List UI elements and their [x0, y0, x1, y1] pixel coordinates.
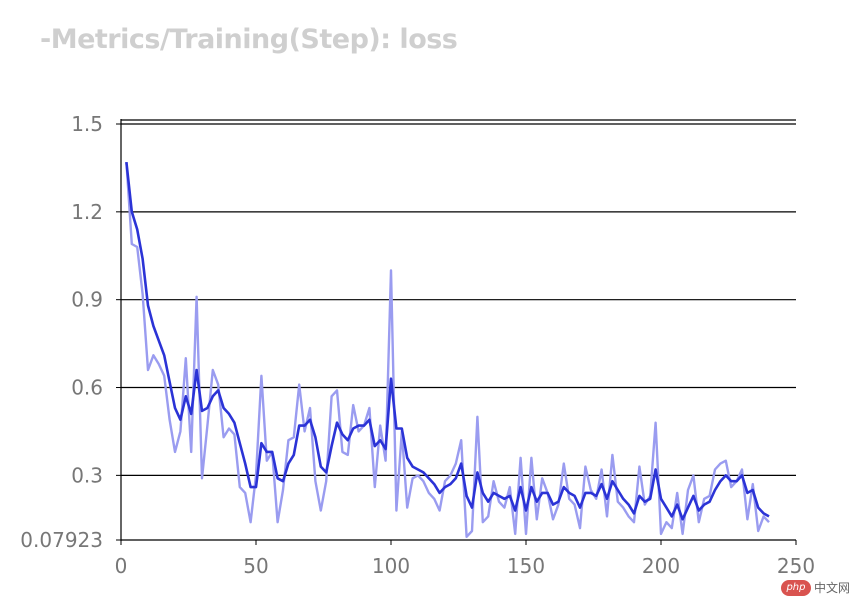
series-lines: [125, 161, 770, 538]
y-tick-label-0: 0.07923: [20, 528, 103, 552]
watermark-text: 中文网: [813, 581, 850, 595]
x-tick-label-2: 100: [372, 554, 410, 578]
x-tick-label-3: 150: [507, 554, 545, 578]
axes: [116, 119, 797, 545]
y-tick-label-4: 1.2: [71, 200, 103, 224]
grid-lines: [121, 119, 796, 476]
raw-loss-line: [125, 162, 770, 538]
chart-title: -Metrics/Training(Step): loss: [40, 24, 458, 55]
site-watermark: php 中文网: [780, 579, 850, 596]
x-tick-label-1: 50: [243, 554, 268, 578]
x-tick-label-4: 200: [642, 554, 680, 578]
php-logo-icon: php: [780, 579, 811, 596]
tick-labels: 0.07923 0.3 0.6 0.9 1.2 1.5 0 50 100 150 200 250: [20, 112, 815, 578]
y-tick-label-1: 0.3: [71, 463, 103, 487]
x-tick-label-0: 0: [115, 554, 128, 578]
smoothed-loss-line: [125, 161, 770, 521]
x-tick-label-5: 250: [777, 554, 815, 578]
y-tick-label-5: 1.5: [71, 112, 103, 136]
y-tick-label-2: 0.6: [71, 376, 103, 400]
y-tick-label-3: 0.9: [71, 288, 103, 312]
